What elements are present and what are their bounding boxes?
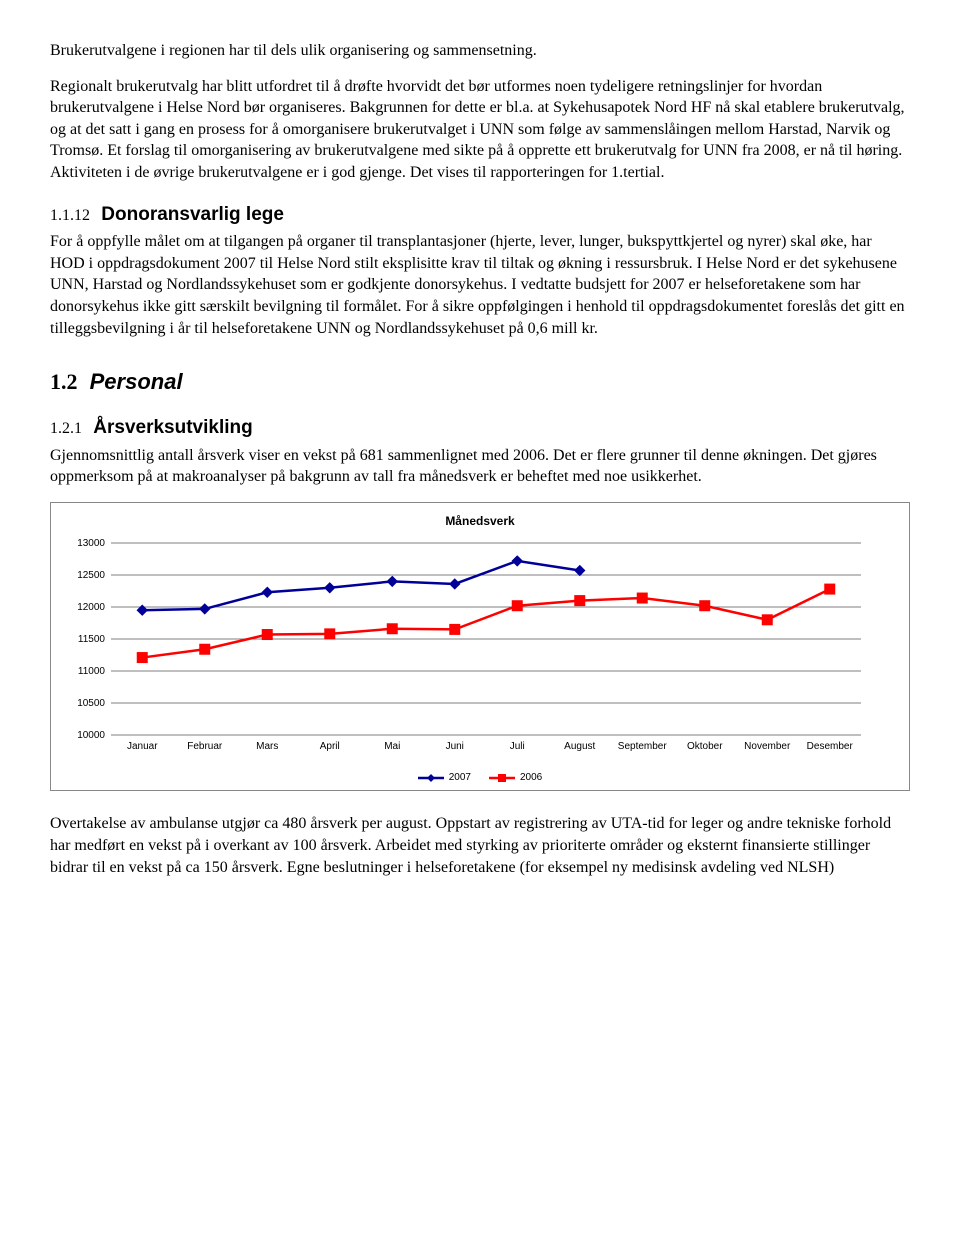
svg-text:Oktober: Oktober bbox=[687, 741, 723, 752]
svg-text:10000: 10000 bbox=[77, 730, 105, 741]
svg-text:Januar: Januar bbox=[127, 741, 158, 752]
paragraph: Regionalt brukerutvalg har blitt utfordr… bbox=[50, 76, 910, 184]
heading-title: Personal bbox=[90, 369, 183, 394]
heading-title: Årsverksutvikling bbox=[93, 417, 252, 438]
heading-num: 1.2.1 bbox=[50, 420, 82, 437]
monthly-chart: Månedsverk 10000 10500 11000 11500 12000 1250… bbox=[50, 502, 910, 792]
svg-text:September: September bbox=[618, 741, 668, 752]
heading-donor: 1.1.12 Donoransvarlig lege bbox=[50, 202, 910, 228]
svg-text:August: August bbox=[564, 741, 595, 752]
legend-swatch bbox=[489, 772, 515, 784]
svg-text:12500: 12500 bbox=[77, 570, 105, 581]
svg-text:13000: 13000 bbox=[77, 538, 105, 549]
svg-text:Mai: Mai bbox=[384, 741, 400, 752]
paragraph: Gjennomsnittlig antall årsverk viser en … bbox=[50, 445, 910, 488]
legend-label: 2007 bbox=[449, 771, 471, 785]
svg-text:Juli: Juli bbox=[510, 741, 525, 752]
legend-item: 2007 bbox=[418, 771, 471, 785]
svg-text:November: November bbox=[744, 741, 791, 752]
heading-title: Donoransvarlig lege bbox=[101, 204, 284, 225]
svg-text:Juni: Juni bbox=[446, 741, 464, 752]
legend-label: 2006 bbox=[520, 771, 542, 785]
svg-text:Desember: Desember bbox=[807, 741, 854, 752]
svg-text:10500: 10500 bbox=[77, 698, 105, 709]
svg-text:11500: 11500 bbox=[78, 634, 106, 645]
chart-title: Månedsverk bbox=[63, 513, 897, 529]
svg-text:11000: 11000 bbox=[78, 666, 106, 677]
chart-svg: 10000 10500 11000 11500 12000 12500 13000 Janua… bbox=[63, 535, 873, 765]
paragraph: For å oppfylle målet om at tilgangen på … bbox=[50, 231, 910, 339]
svg-text:12000: 12000 bbox=[77, 602, 105, 613]
svg-text:April: April bbox=[320, 741, 340, 752]
paragraph: Overtakelse av ambulanse utgjør ca 480 å… bbox=[50, 813, 910, 878]
svg-text:Februar: Februar bbox=[187, 741, 223, 752]
legend-item: 2006 bbox=[489, 771, 542, 785]
svg-text:Mars: Mars bbox=[256, 741, 278, 752]
legend-swatch bbox=[418, 772, 444, 784]
heading-arsverk: 1.2.1 Årsverksutvikling bbox=[50, 415, 910, 441]
heading-personal: 1.2 Personal bbox=[50, 367, 910, 397]
heading-num: 1.2 bbox=[50, 369, 78, 394]
heading-num: 1.1.12 bbox=[50, 207, 90, 224]
paragraph: Brukerutvalgene i regionen har til dels … bbox=[50, 40, 910, 62]
chart-legend: 2007 2006 bbox=[63, 771, 897, 785]
